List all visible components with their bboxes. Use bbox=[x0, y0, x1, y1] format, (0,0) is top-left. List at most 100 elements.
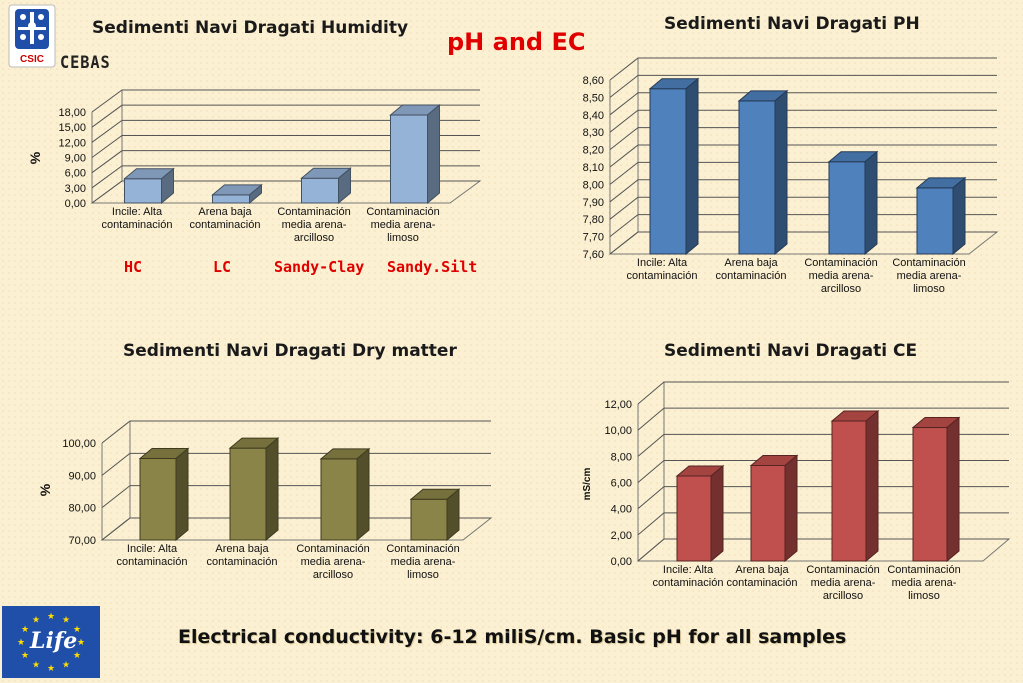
humidity-tick-label: 3,00 bbox=[65, 183, 86, 195]
eu-star-icon: ★ bbox=[73, 650, 81, 660]
cebas-label: CEBAS bbox=[60, 53, 111, 73]
ce-tick-label: 2,00 bbox=[611, 530, 632, 542]
humidity-bar bbox=[300, 167, 352, 205]
ce-bar bbox=[675, 464, 725, 563]
dry-gridline bbox=[101, 452, 491, 476]
ph-tick-label: 8,40 bbox=[583, 110, 604, 122]
dry-category-label: Incile: Alta contaminación bbox=[117, 543, 188, 568]
ph-tick-label: 8,30 bbox=[583, 127, 604, 139]
dry-category-label: Arena baja contaminación bbox=[207, 543, 278, 568]
eu-star-icon: ★ bbox=[21, 624, 29, 634]
ce-chart-title: Sedimenti Navi Dragati CE bbox=[664, 341, 918, 361]
humidity-category-label: Incile: Alta contaminación bbox=[102, 206, 173, 231]
humidity-tick-label: 18,00 bbox=[58, 107, 86, 119]
ph-tick-label: 8,60 bbox=[583, 75, 604, 87]
dry-bar bbox=[319, 447, 371, 542]
csic-emblem-icon bbox=[8, 4, 56, 68]
ph-gridline bbox=[609, 57, 997, 81]
humidity-bar bbox=[211, 183, 263, 205]
humidity-bar bbox=[123, 167, 175, 205]
humidity-tick-label: 0,00 bbox=[65, 198, 86, 210]
dry-chart-title: Sedimenti Navi Dragati Dry matter bbox=[123, 341, 457, 361]
dry-tick-label: 100,00 bbox=[62, 438, 96, 450]
humidity-gridline bbox=[91, 165, 480, 189]
headline: pH and EC bbox=[447, 28, 586, 56]
ph-tick-label: 8,50 bbox=[583, 92, 604, 104]
ce-category-label: Contaminación media arena-limoso bbox=[887, 564, 960, 602]
humidity-tick-label: 9,00 bbox=[65, 153, 86, 165]
ph-category-label: Incile: Alta contaminación bbox=[627, 257, 698, 282]
ph-gridline bbox=[609, 109, 997, 133]
humidity-chart-title: Sedimenti Navi Dragati Humidity bbox=[92, 18, 409, 38]
ce-tick-label: 4,00 bbox=[611, 504, 632, 516]
ph-bar bbox=[648, 77, 700, 256]
ce-category-label: Arena baja contaminación bbox=[727, 564, 798, 589]
ce-bar bbox=[911, 416, 961, 563]
humidity-gridline bbox=[91, 104, 480, 128]
humidity-gridline bbox=[91, 135, 480, 158]
dry-tick-label: 90,00 bbox=[68, 470, 96, 482]
csic-label: CSIC bbox=[20, 54, 44, 65]
ph-category-label: Contaminación media arena-limoso bbox=[892, 257, 965, 295]
humidity-tick-label: 15,00 bbox=[58, 122, 86, 134]
humidity-bar bbox=[389, 103, 441, 205]
ce-gridline bbox=[637, 407, 1009, 431]
ph-tick-label: 8,00 bbox=[583, 179, 604, 191]
sample-code-lc: LC bbox=[213, 258, 232, 276]
sample-code-sandy-silt: Sandy.Silt bbox=[387, 258, 478, 276]
eu-star-icon: ★ bbox=[77, 637, 85, 647]
sample-code-sandy-clay: Sandy-Clay bbox=[274, 258, 365, 276]
ce-tick-label: 10,00 bbox=[604, 425, 632, 437]
footer-note: Electrical conductivity: 6-12 miliS/cm. … bbox=[178, 626, 847, 648]
eu-star-icon: ★ bbox=[73, 624, 81, 634]
ph-gridline bbox=[609, 92, 997, 116]
eu-star-icon: ★ bbox=[62, 614, 70, 624]
ph-chart-title: Sedimenti Navi Dragati PH bbox=[664, 14, 920, 34]
humidity-category-label: Contaminación media arena-limoso bbox=[366, 206, 439, 244]
ce-plot: 0,00 2,00 4,00 6,00 8,00 10,00 12,00 Incile: Al… bbox=[582, 381, 1011, 602]
ph-bar bbox=[827, 150, 879, 256]
ph-gridline bbox=[609, 74, 997, 98]
ce-gridline bbox=[637, 512, 1009, 536]
ce-y-axis-label: mS/cm bbox=[582, 467, 593, 500]
dry-tick-label: 70,00 bbox=[68, 535, 96, 547]
ph-bar bbox=[915, 176, 967, 256]
ph-tick-label: 8,10 bbox=[583, 162, 604, 174]
eu-star-icon: ★ bbox=[47, 611, 55, 621]
dry-gridline bbox=[101, 517, 491, 541]
humidity-tick-label: 6,00 bbox=[65, 168, 86, 180]
humidity-plot: 0,00 3,00 6,00 9,00 12,00 15,00 18,00 Incile: A… bbox=[27, 89, 482, 244]
humidity-y-axis-label: % bbox=[27, 151, 43, 164]
ce-gridline bbox=[637, 381, 1009, 405]
humidity-category-label: Contaminación media arena-arcilloso bbox=[277, 206, 350, 244]
ce-tick-label: 6,00 bbox=[611, 478, 632, 490]
ce-gridline bbox=[637, 433, 1009, 457]
eu-star-icon: ★ bbox=[17, 637, 25, 647]
eu-star-icon: ★ bbox=[21, 650, 29, 660]
ce-gridline bbox=[637, 460, 1009, 483]
eu-star-icon: ★ bbox=[62, 660, 70, 670]
dry-bar bbox=[409, 488, 461, 542]
eu-life-flag-icon: ★★★★★★★★★ ★ ★★ bbox=[2, 606, 100, 678]
ce-gridline bbox=[637, 538, 1009, 562]
dry-gridline bbox=[101, 485, 491, 509]
ph-plot: 7,60 7,70 7,80 7,90 8,00 8,10 8,20 8,30 8,40 8,50… bbox=[583, 57, 999, 295]
life-label: Life bbox=[30, 628, 78, 654]
humidity-gridline bbox=[91, 180, 480, 204]
eu-star-icon: ★ bbox=[32, 614, 40, 624]
ph-tick-label: 7,60 bbox=[583, 249, 604, 261]
ph-tick-label: 7,70 bbox=[583, 232, 604, 244]
ph-tick-label: 7,80 bbox=[583, 214, 604, 226]
humidity-gridline bbox=[91, 89, 480, 113]
ph-gridline bbox=[609, 127, 997, 150]
humidity-category-label: Arena baja contaminación bbox=[190, 206, 261, 231]
ce-tick-label: 12,00 bbox=[604, 399, 632, 411]
sample-code-hc: HC bbox=[124, 258, 143, 276]
ce-tick-label: 0,00 bbox=[611, 556, 632, 568]
dry-plot: 70,00 80,00 90,00 100,00 Incile: Alta contami… bbox=[37, 420, 493, 581]
ce-bar bbox=[749, 454, 799, 563]
ph-tick-label: 7,90 bbox=[583, 197, 604, 209]
ph-tick-label: 8,20 bbox=[583, 145, 604, 157]
csic-logo: CSIC bbox=[8, 4, 56, 68]
